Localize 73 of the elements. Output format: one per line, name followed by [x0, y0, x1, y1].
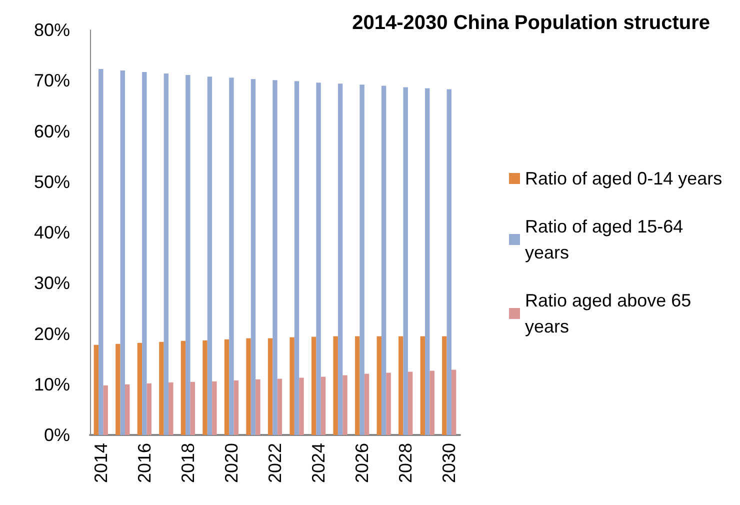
legend-label: Ratio of aged 0-14 years	[525, 168, 722, 188]
bar	[207, 76, 212, 435]
y-tick-label: 60%	[34, 121, 70, 142]
bar	[294, 81, 300, 435]
bar	[159, 342, 164, 435]
bar	[268, 338, 273, 435]
bar	[120, 70, 126, 435]
bar	[403, 87, 408, 435]
x-tick-label: 2024	[308, 443, 329, 484]
bar	[342, 375, 348, 435]
y-tick-label: 50%	[34, 172, 70, 192]
y-tick-label: 70%	[34, 70, 70, 91]
bar	[311, 336, 316, 435]
bar	[224, 339, 230, 435]
y-tick-label: 40%	[34, 222, 70, 242]
bar	[125, 384, 130, 435]
y-tick-label: 0%	[44, 425, 70, 445]
bar	[164, 74, 169, 435]
bar	[146, 383, 152, 435]
bar	[168, 382, 174, 435]
y-tick-label: 30%	[34, 273, 70, 294]
y-tick-label: 80%	[34, 20, 70, 40]
bar	[229, 78, 234, 435]
bar	[430, 370, 434, 435]
bar	[381, 86, 386, 435]
bar	[256, 379, 260, 435]
bar	[408, 372, 413, 435]
bar	[376, 336, 382, 435]
x-tick-label: 2028	[396, 443, 416, 484]
bar	[186, 75, 190, 435]
bar	[180, 340, 186, 435]
x-tick-label: 2014	[90, 443, 111, 484]
bar	[142, 72, 147, 435]
bar	[202, 340, 208, 435]
legend-label: Ratio of aged 15-64 years	[525, 216, 688, 262]
bar	[299, 378, 304, 435]
bar	[442, 336, 447, 435]
bar	[354, 336, 360, 435]
bar	[250, 79, 256, 435]
x-tick-label: 2022	[265, 443, 285, 484]
bar	[190, 382, 196, 435]
bar	[234, 380, 239, 435]
bar	[424, 88, 430, 435]
y-tick-label: 10%	[34, 374, 70, 394]
bar	[103, 385, 108, 435]
legend-label: Ratio aged above 65 years	[525, 290, 696, 336]
y-tick-label: 20%	[34, 324, 70, 344]
x-tick-label: 2030	[439, 443, 460, 484]
x-tick-label: 2020	[221, 443, 242, 484]
bar	[137, 342, 142, 435]
bar	[116, 344, 120, 435]
bar	[320, 376, 326, 435]
bar	[246, 338, 251, 435]
bar	[98, 68, 104, 435]
text: 2014-2030 China Population structure	[352, 12, 710, 34]
bar	[420, 336, 425, 435]
bar	[272, 80, 278, 435]
bar	[398, 336, 404, 435]
bar	[94, 344, 99, 435]
x-tick-label: 2018	[178, 443, 198, 484]
bar	[290, 337, 294, 435]
bar	[386, 372, 391, 435]
x-tick-label: 2026	[352, 443, 372, 484]
bar	[360, 84, 364, 435]
bar	[364, 374, 370, 435]
bar	[212, 381, 217, 435]
x-tick-label: 2016	[134, 443, 154, 484]
bar	[451, 370, 456, 435]
bar	[316, 82, 321, 435]
bar	[338, 84, 343, 435]
bar	[277, 378, 282, 435]
bar	[333, 336, 338, 435]
bar	[446, 89, 452, 435]
